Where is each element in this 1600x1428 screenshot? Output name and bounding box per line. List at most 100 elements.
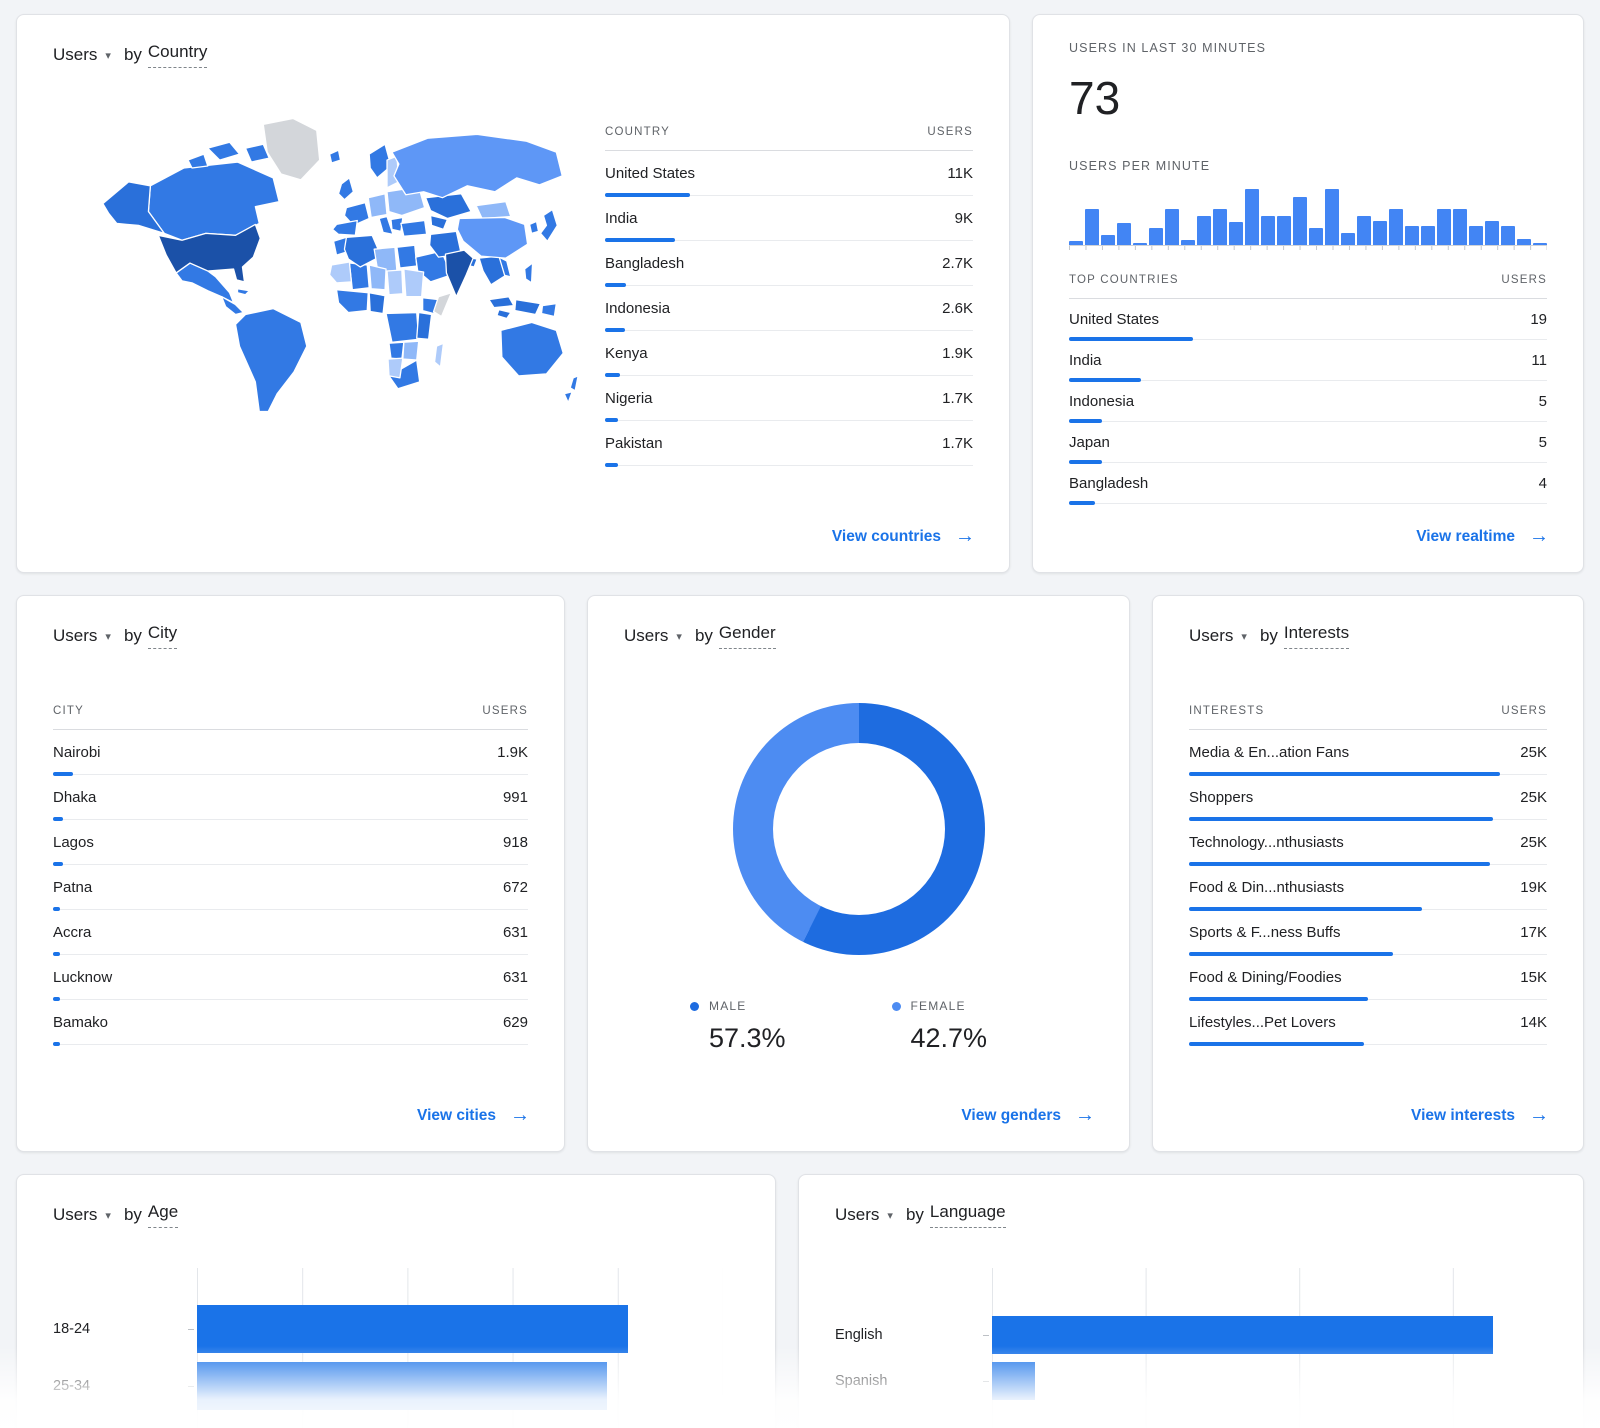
row-label: Lagos <box>53 833 94 851</box>
country-table: COUNTRY USERS United States 11K India 9K… <box>605 126 973 467</box>
metric-dropdown[interactable]: Users ▾ <box>835 1203 893 1227</box>
caret-down-icon: ▾ <box>1241 630 1247 643</box>
row-label: Bangladesh <box>605 254 685 272</box>
card-title: Users ▾ by Gender <box>624 622 1093 649</box>
dimension-link-gender[interactable]: Gender <box>718 622 776 649</box>
column-header: USERS <box>482 705 528 717</box>
interests-table: INTERESTS USERS Media & En...ation Fans … <box>1189 705 1547 1046</box>
row-value: 1.9K <box>497 743 528 761</box>
row-label: Indonesia <box>1069 392 1135 410</box>
table-row: Food & Dining/Foodies 15K <box>1189 955 1547 1001</box>
row-value: 5 <box>1538 433 1547 451</box>
table-row: Media & En...ation Fans 25K <box>1189 730 1547 776</box>
minute-bar <box>1101 234 1115 245</box>
row-bar <box>53 907 61 911</box>
realtime-heading: USERS IN LAST 30 MINUTES <box>1069 41 1267 55</box>
table-row: Lucknow 631 <box>53 955 528 1001</box>
row-bar <box>1189 952 1394 956</box>
minute-bar <box>1197 215 1211 245</box>
row-label: Patna <box>53 878 93 896</box>
row-value: 631 <box>502 968 528 986</box>
table-row: Indonesia 2.6K <box>605 286 973 332</box>
per-minute-label: USERS PER MINUTE <box>1069 159 1211 173</box>
row-value: 11K <box>947 164 973 182</box>
row-value: 25K <box>1520 743 1547 761</box>
row-bar <box>53 817 64 821</box>
minute-bar <box>1069 240 1083 245</box>
category-label: 18-24 <box>53 1321 91 1337</box>
table-row: India 9K <box>605 196 973 242</box>
card-title: Users ▾ by Age <box>53 1201 739 1228</box>
row-label: Nigeria <box>605 389 653 407</box>
dimension-link-language[interactable]: Language <box>929 1201 1006 1228</box>
row-value: 1.7K <box>942 389 973 407</box>
view-interests-link[interactable]: View interests → <box>1411 1104 1549 1126</box>
table-row: Kenya 1.9K <box>605 331 973 377</box>
world-map <box>89 108 589 431</box>
table-header: COUNTRY USERS <box>605 126 973 151</box>
row-value: 2.6K <box>942 299 973 317</box>
column-header: COUNTRY <box>605 126 671 138</box>
by-label: by <box>1259 625 1278 645</box>
column-header: USERS <box>1501 705 1547 717</box>
metric-dropdown[interactable]: Users ▾ <box>53 1203 111 1227</box>
dimension-link-city[interactable]: City <box>147 622 178 649</box>
card-title: Users ▾ by Language <box>835 1201 1547 1228</box>
row-bar <box>605 463 618 467</box>
metric-dropdown[interactable]: Users ▾ <box>53 624 111 648</box>
arrow-right-icon: → <box>955 525 975 547</box>
row-label: Food & Din...nthusiasts <box>1189 878 1345 896</box>
view-realtime-link[interactable]: View realtime → <box>1416 525 1549 547</box>
metric-dropdown[interactable]: Users ▾ <box>1189 624 1247 648</box>
metric-dropdown[interactable]: Users ▾ <box>53 43 111 67</box>
arrow-right-icon: → <box>1075 1104 1095 1126</box>
caret-down-icon: ▾ <box>887 1209 893 1222</box>
table-header: CITY USERS <box>53 705 528 730</box>
dimension-link-age[interactable]: Age <box>147 1201 179 1228</box>
minute-bar <box>1405 225 1419 245</box>
category-label: Spanish <box>835 1373 888 1389</box>
by-label: by <box>123 44 142 64</box>
minute-bar <box>1165 209 1179 245</box>
row-value: 1.9K <box>942 344 973 362</box>
minute-bar <box>1309 228 1323 245</box>
row-bar <box>1069 378 1141 382</box>
row-bar <box>605 418 619 422</box>
table-row: Nairobi 1.9K <box>53 730 528 776</box>
view-cities-link[interactable]: View cities → <box>417 1104 530 1126</box>
row-bar <box>53 952 60 956</box>
view-countries-link[interactable]: View countries → <box>831 525 975 547</box>
row-value: 25K <box>1520 788 1547 806</box>
gender-donut-chart <box>732 703 985 955</box>
column-header: USERS <box>927 126 973 138</box>
caret-down-icon: ▾ <box>105 630 111 643</box>
row-bar <box>1069 460 1102 464</box>
arrow-right-icon: → <box>510 1104 530 1126</box>
metric-dropdown[interactable]: Users ▾ <box>624 624 682 648</box>
male-label: MALE <box>709 999 747 1013</box>
card-title: Users ▾ by City <box>53 622 528 649</box>
female-dot-icon <box>891 1001 901 1011</box>
by-label: by <box>123 625 142 645</box>
bar <box>992 1362 1036 1400</box>
card-title: Users ▾ by Interests <box>1189 622 1547 649</box>
view-genders-link[interactable]: View genders → <box>961 1104 1095 1126</box>
users-by-country-card: Users ▾ by Country <box>16 14 1010 573</box>
age-bar-chart: 18-24 25-34 <box>53 1268 739 1428</box>
table-row: India 11 <box>1069 340 1547 382</box>
users-by-gender-card: Users ▾ by Gender MALE 57.3% <box>587 595 1130 1152</box>
row-value: 4 <box>1538 474 1547 492</box>
male-percentage: 57.3% <box>709 1023 786 1053</box>
bar-plot <box>983 1316 1531 1354</box>
bar-plot <box>188 1305 723 1353</box>
minute-bar <box>1277 215 1291 245</box>
row-label: Bamako <box>53 1013 109 1031</box>
row-label: Lifestyles...Pet Lovers <box>1189 1013 1336 1031</box>
row-bar <box>605 373 621 377</box>
dimension-link-interests[interactable]: Interests <box>1283 622 1350 649</box>
dimension-link-country[interactable]: Country <box>147 41 208 68</box>
row-label: United States <box>605 164 696 182</box>
minute-bar <box>1373 220 1387 245</box>
minute-bar <box>1149 228 1163 245</box>
